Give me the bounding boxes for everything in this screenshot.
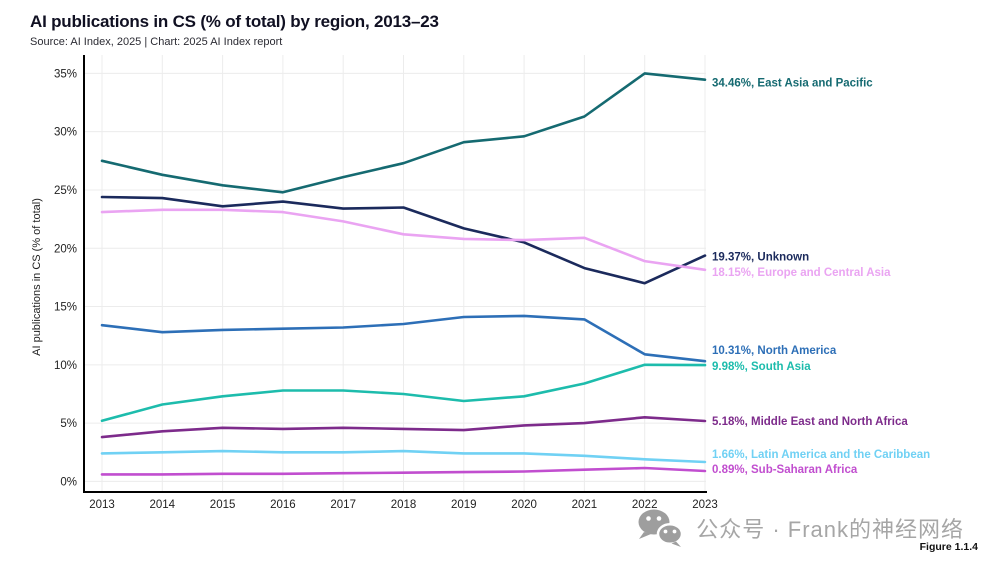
x-tick-label: 2018 <box>391 499 417 511</box>
series-end-label-middle-east-and-north-africa: 5.18%, Middle East and North Africa <box>712 416 908 428</box>
series-line-unknown <box>100 195 707 285</box>
series-end-label-east-asia-and-pacific: 34.46%, East Asia and Pacific <box>712 78 873 90</box>
y-tick-label: 15% <box>54 302 77 314</box>
series-end-label-europe-and-central-asia: 18.15%, Europe and Central Asia <box>712 267 891 279</box>
y-tick-label: 20% <box>54 243 77 255</box>
y-axis-title: AI publications in CS (% of total) <box>31 198 43 356</box>
y-tick-label: 25% <box>54 185 77 197</box>
y-tick-label: 5% <box>60 418 77 430</box>
wechat-icon <box>638 509 684 547</box>
x-tick-label: 2015 <box>210 499 236 511</box>
x-tick-label: 2019 <box>451 499 477 511</box>
series-line-east-asia-and-pacific <box>100 72 707 194</box>
series-end-label-north-america: 10.31%, North America <box>712 345 837 357</box>
series-end-label-latin-america-and-the-caribbean: 1.66%, Latin America and the Caribbean <box>712 449 930 461</box>
series-end-label-sub-saharan-africa: 0.89%, Sub-Saharan Africa <box>712 464 858 476</box>
x-tick-label: 2013 <box>89 499 115 511</box>
series-end-label-unknown: 19.37%, Unknown <box>712 252 809 264</box>
y-tick-label: 10% <box>54 360 77 372</box>
series-line-south-asia <box>100 363 707 423</box>
x-tick-label: 2014 <box>150 499 176 511</box>
series-line-sub-saharan-africa <box>100 466 707 476</box>
chart-title: AI publications in CS (% of total) by re… <box>30 12 439 31</box>
figure-number: Figure 1.1.4 <box>919 541 978 553</box>
x-tick-label: 2023 <box>692 499 718 511</box>
series-line-north-america <box>100 314 707 363</box>
watermark-text: 公众号 · Frank的神经网络 <box>696 517 964 542</box>
x-tick-label: 2022 <box>632 499 658 511</box>
series-end-label-south-asia: 9.98%, South Asia <box>712 361 811 373</box>
series-line-latin-america-and-the-caribbean <box>100 449 707 464</box>
x-tick-label: 2016 <box>270 499 296 511</box>
series-line-middle-east-and-north-africa <box>100 415 707 439</box>
x-tick-label: 2020 <box>511 499 537 511</box>
watermark: 公众号 · Frank的神经网络 <box>634 507 964 549</box>
series-line-europe-and-central-asia <box>100 208 707 272</box>
x-tick-label: 2021 <box>572 499 598 511</box>
y-tick-label: 0% <box>60 476 77 488</box>
y-tick-label: 30% <box>54 127 77 139</box>
chart-source: Source: AI Index, 2025 | Chart: 2025 AI … <box>30 36 283 48</box>
y-tick-label: 35% <box>54 68 77 80</box>
x-tick-label: 2017 <box>330 499 356 511</box>
